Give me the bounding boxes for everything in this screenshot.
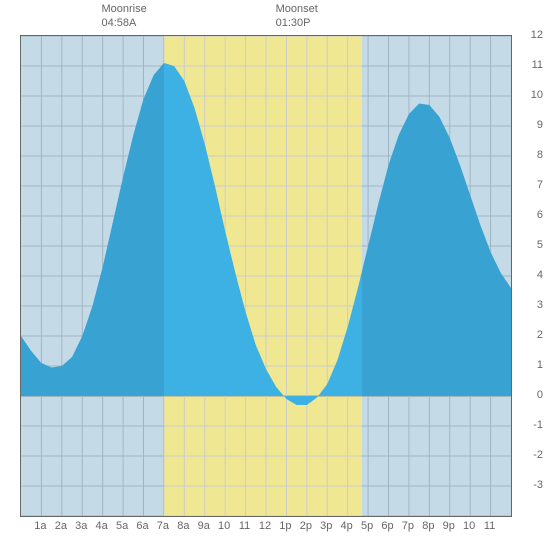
- x-tick-label: 7p: [402, 520, 414, 532]
- x-tick-label: 8a: [177, 520, 189, 532]
- y-tick-label: 6: [513, 209, 543, 221]
- night-overlay: [21, 36, 164, 516]
- y-tick-label: 1: [513, 359, 543, 371]
- x-tick-label: 7a: [157, 520, 169, 532]
- y-tick-label: 10: [513, 89, 543, 101]
- x-tick-label: 5a: [116, 520, 128, 532]
- x-tick-label: 9a: [198, 520, 210, 532]
- y-tick-label: 9: [513, 119, 543, 131]
- moonrise-time: 04:58A: [101, 17, 136, 29]
- plot-area: [20, 35, 512, 517]
- x-tick-label: 2a: [55, 520, 67, 532]
- x-tick-label: 4a: [96, 520, 108, 532]
- x-tick-label: 1p: [279, 520, 291, 532]
- x-tick-label: 3p: [320, 520, 332, 532]
- x-tick-label: 9p: [443, 520, 455, 532]
- x-tick-label: 8p: [422, 520, 434, 532]
- moonset-time: 01:30P: [276, 17, 311, 29]
- x-tick-label: 12: [259, 520, 271, 532]
- x-tick-label: 11: [484, 520, 495, 532]
- y-tick-label: -2: [513, 449, 543, 461]
- y-tick-label: 3: [513, 299, 543, 311]
- y-tick-label: 5: [513, 239, 543, 251]
- y-tick-label: 2: [513, 329, 543, 341]
- x-tick-label: 10: [218, 520, 230, 532]
- y-tick-label: 12: [513, 29, 543, 41]
- x-tick-label: 6a: [136, 520, 148, 532]
- x-tick-label: 3a: [75, 520, 87, 532]
- x-tick-label: 11: [239, 520, 250, 532]
- y-tick-label: 4: [513, 269, 543, 281]
- moonrise-label: Moonrise: [101, 3, 146, 15]
- x-tick-label: 6p: [381, 520, 393, 532]
- plot-svg: [21, 36, 511, 516]
- moonset-label: Moonset: [276, 3, 318, 15]
- y-tick-label: 0: [513, 389, 543, 401]
- x-tick-label: 10: [463, 520, 475, 532]
- x-tick-label: 2p: [300, 520, 312, 532]
- y-tick-label: 8: [513, 149, 543, 161]
- tide-chart-container: Moonrise 04:58A Moonset 01:30P -3-2-1012…: [0, 0, 550, 550]
- night-overlay: [362, 36, 511, 516]
- x-tick-label: 4p: [341, 520, 353, 532]
- x-tick-label: 5p: [361, 520, 373, 532]
- y-tick-label: 7: [513, 179, 543, 191]
- y-tick-label: 11: [513, 59, 543, 71]
- x-tick-label: 1a: [34, 520, 46, 532]
- y-tick-label: -1: [513, 419, 543, 431]
- y-tick-label: -3: [513, 479, 543, 491]
